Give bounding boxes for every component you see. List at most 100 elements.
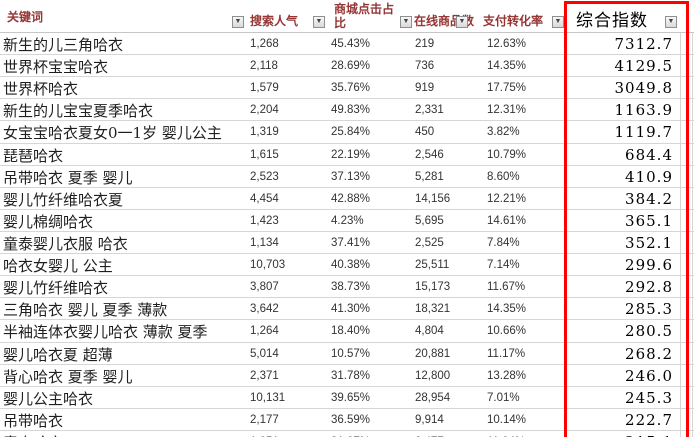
cell-composite-index[interactable]: 410.9 [625, 167, 673, 186]
cell-keyword[interactable]: 女宝宝哈衣夏女0一1岁 婴儿公主 [3, 124, 222, 143]
cell-keyword[interactable]: 世界杯哈衣 [3, 80, 79, 99]
cell-composite-index[interactable]: 285.3 [625, 300, 673, 319]
cell-online-products[interactable]: 2,477 [415, 436, 473, 437]
cell-pay-conversion[interactable]: 14.35% [487, 303, 527, 316]
cell-mall-click-ratio[interactable]: 37.13% [331, 170, 371, 183]
cell-search-popularity[interactable]: 1,319 [250, 126, 279, 139]
cell-mall-click-ratio[interactable]: 36.59% [331, 413, 371, 426]
cell-keyword[interactable]: 琵琶哈衣 [3, 146, 64, 165]
cell-online-products[interactable]: 736 [415, 60, 435, 73]
cell-mall-click-ratio[interactable]: 22.19% [331, 148, 371, 161]
cell-pay-conversion[interactable]: 13.28% [487, 369, 527, 382]
cell-keyword[interactable]: 婴儿公主哈衣 [3, 389, 94, 408]
cell-search-popularity[interactable]: 2,371 [250, 369, 279, 382]
cell-mall-click-ratio[interactable]: 42.88% [331, 192, 371, 205]
cell-composite-index[interactable]: 684.4 [625, 145, 673, 164]
cell-pay-conversion[interactable]: 10.14% [487, 413, 527, 426]
cell-online-products[interactable]: 12,800 [415, 369, 451, 382]
cell-search-popularity[interactable]: 2,523 [250, 170, 279, 183]
cell-composite-index[interactable]: 222.7 [625, 410, 673, 429]
cell-pay-conversion[interactable]: 14.61% [487, 214, 527, 227]
cell-composite-index[interactable]: 215.1 [570, 433, 673, 437]
cell-composite-index[interactable]: 3049.8 [614, 79, 673, 98]
cell-keyword[interactable]: 婴儿竹纤维哈衣 [3, 279, 109, 298]
cell-search-popularity[interactable]: 3,642 [250, 303, 279, 316]
cell-composite-index[interactable]: 299.6 [625, 256, 673, 275]
cell-composite-index[interactable]: 280.5 [625, 322, 673, 341]
cell-search-popularity[interactable]: 1,134 [250, 236, 279, 249]
cell-online-products[interactable]: 25,511 [415, 259, 450, 272]
cell-search-popularity[interactable]: 1,423 [250, 214, 279, 227]
cell-composite-index[interactable]: 246.0 [625, 366, 673, 385]
header-composite-index[interactable]: 综合指数 [576, 11, 648, 31]
cell-search-popularity[interactable]: 1,051 [250, 436, 326, 437]
cell-online-products[interactable]: 219 [415, 38, 435, 50]
cell-pay-conversion[interactable]: 3.82% [487, 126, 520, 139]
header-mall-click-ratio[interactable]: 商城点击占比 [334, 2, 394, 30]
cell-pay-conversion[interactable]: 11.04% [487, 436, 559, 437]
cell-pay-conversion[interactable]: 14.35% [487, 60, 527, 73]
cell-composite-index[interactable]: 352.1 [625, 233, 673, 252]
cell-composite-index[interactable]: 365.1 [625, 211, 673, 230]
cell-search-popularity[interactable]: 1,579 [250, 82, 279, 95]
filter-dropdown-icon-search-popularity[interactable]: ▼ [313, 16, 325, 28]
cell-search-popularity[interactable]: 1,615 [250, 148, 279, 161]
cell-mall-click-ratio[interactable]: 49.83% [331, 104, 371, 117]
cell-mall-click-ratio[interactable]: 37.41% [331, 236, 371, 249]
cell-online-products[interactable]: 5,695 [415, 214, 444, 227]
cell-keyword[interactable]: 童泰婴儿衣服 哈衣 [3, 234, 128, 253]
cell-online-products[interactable]: 18,321 [415, 303, 451, 316]
cell-keyword[interactable]: 婴儿竹纤维哈衣夏 [3, 190, 124, 209]
cell-pay-conversion[interactable]: 12.31% [487, 104, 527, 117]
cell-mall-click-ratio[interactable]: 28.69% [331, 60, 371, 73]
cell-online-products[interactable]: 9,914 [415, 413, 444, 426]
cell-search-popularity[interactable]: 2,177 [250, 413, 279, 426]
cell-mall-click-ratio[interactable]: 31.78% [331, 369, 371, 382]
cell-keyword[interactable]: 三角哈衣 婴儿 夏季 薄款 [3, 301, 168, 320]
cell-online-products[interactable]: 14,156 [415, 192, 451, 205]
cell-online-products[interactable]: 2,525 [415, 236, 444, 249]
cell-online-products[interactable]: 2,331 [415, 104, 444, 117]
cell-mall-click-ratio[interactable]: 45.43% [331, 38, 371, 50]
cell-search-popularity[interactable]: 10,131 [250, 391, 286, 404]
cell-pay-conversion[interactable]: 11.67% [487, 281, 526, 294]
cell-mall-click-ratio[interactable]: 40.38% [331, 259, 371, 272]
cell-pay-conversion[interactable]: 11.17% [487, 347, 526, 360]
cell-keyword[interactable]: 世界杯宝宝哈衣 [3, 58, 109, 77]
cell-online-products[interactable]: 4,804 [415, 325, 444, 338]
cell-pay-conversion[interactable]: 12.63% [487, 38, 527, 50]
cell-pay-conversion[interactable]: 7.84% [487, 236, 520, 249]
cell-search-popularity[interactable]: 5,014 [250, 347, 279, 360]
cell-keyword[interactable]: 吊带哈衣 夏季 婴儿 [3, 168, 133, 187]
cell-mall-click-ratio[interactable]: 10.57% [331, 347, 371, 360]
cell-online-products[interactable]: 5,281 [415, 170, 444, 183]
cell-composite-index[interactable]: 268.2 [625, 344, 673, 363]
cell-mall-click-ratio[interactable]: 4.23% [331, 214, 364, 227]
cell-composite-index[interactable]: 4129.5 [614, 57, 673, 76]
cell-mall-click-ratio[interactable]: 35.76% [331, 82, 371, 95]
filter-dropdown-icon-pay-conversion[interactable]: ▼ [552, 16, 564, 28]
cell-mall-click-ratio[interactable]: 25.84% [331, 126, 371, 139]
cell-search-popularity[interactable]: 10,703 [250, 259, 286, 272]
cell-keyword[interactable]: 新生的儿三角哈衣 [3, 36, 124, 54]
cell-search-popularity[interactable]: 4,454 [250, 192, 279, 205]
cell-online-products[interactable]: 919 [415, 82, 435, 95]
cell-search-popularity[interactable]: 1,264 [250, 325, 279, 338]
cell-mall-click-ratio[interactable]: 31.07% [331, 436, 409, 437]
cell-search-popularity[interactable]: 3,807 [250, 281, 279, 294]
cell-mall-click-ratio[interactable]: 18.40% [331, 325, 371, 338]
header-search-popularity[interactable]: 搜索人气 [250, 14, 299, 28]
cell-pay-conversion[interactable]: 17.75% [487, 82, 527, 95]
cell-pay-conversion[interactable]: 7.14% [487, 259, 520, 272]
cell-pay-conversion[interactable]: 8.60% [487, 170, 520, 183]
cell-composite-index[interactable]: 1163.9 [614, 101, 673, 120]
cell-online-products[interactable]: 2,546 [415, 148, 444, 161]
filter-dropdown-icon-composite-index[interactable]: ▼ [665, 16, 677, 28]
cell-search-popularity[interactable]: 2,118 [250, 60, 278, 73]
cell-composite-index[interactable]: 7312.7 [614, 35, 673, 53]
cell-composite-index[interactable]: 292.8 [625, 278, 673, 297]
cell-pay-conversion[interactable]: 10.79% [487, 148, 527, 161]
cell-composite-index[interactable]: 1119.7 [614, 123, 673, 142]
cell-mall-click-ratio[interactable]: 39.65% [331, 391, 371, 404]
header-pay-conversion[interactable]: 支付转化率 [483, 14, 544, 28]
